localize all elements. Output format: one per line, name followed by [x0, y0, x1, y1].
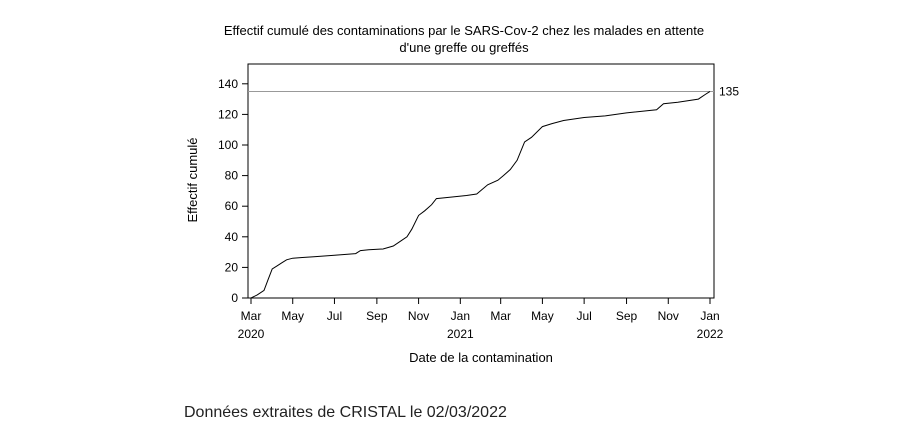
chart-title-line-1: Effectif cumulé des contaminations par l… [224, 23, 704, 38]
x-axis: Mar 2020 May Jul Sep Nov Jan 2021 Mar May Jul Sep No… [238, 298, 724, 341]
chart-title-line-2: d'une greffe ou greffés [399, 40, 529, 55]
x-tick-label: Jan [700, 309, 719, 323]
data-source-note: Données extraites de CRISTAL le 02/03/20… [184, 404, 507, 421]
x-tick-year-label: 2021 [447, 327, 474, 341]
x-tick-year-label: 2020 [238, 327, 265, 341]
plot-frame [247, 63, 715, 299]
x-tick-year-label: 2022 [697, 327, 724, 341]
chart: Effectif cumulé des contaminations par l… [185, 23, 739, 365]
y-tick-label: 100 [218, 138, 238, 152]
x-tick-label: May [281, 309, 304, 323]
y-axis-label: Effectif cumulé [185, 137, 200, 222]
reference-line-label: 135 [719, 84, 739, 98]
y-tick-label: 140 [218, 77, 238, 91]
x-tick-label: Mar [241, 309, 262, 323]
y-tick-label: 20 [225, 260, 239, 274]
y-tick-label: 0 [231, 291, 238, 305]
x-tick-label: May [531, 309, 554, 323]
x-tick-label: Jul [327, 309, 342, 323]
y-tick-label: 120 [218, 107, 238, 121]
x-tick-label: Sep [616, 309, 638, 323]
x-tick-label: Nov [658, 309, 679, 323]
x-axis-label: Date de la contamination [409, 350, 553, 365]
y-tick-label: 80 [225, 169, 239, 183]
series-line [250, 90, 711, 299]
x-tick-label: Nov [408, 309, 429, 323]
y-tick-label: 60 [225, 199, 239, 213]
x-tick-label: Jul [576, 309, 591, 323]
y-axis: 0 20 40 60 80 100 120 140 [218, 77, 248, 305]
y-tick-label: 40 [225, 230, 239, 244]
x-tick-label: Mar [490, 309, 511, 323]
x-tick-label: Jan [451, 309, 470, 323]
x-tick-label: Sep [366, 309, 388, 323]
